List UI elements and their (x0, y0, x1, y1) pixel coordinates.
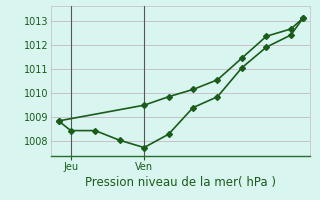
X-axis label: Pression niveau de la mer( hPa ): Pression niveau de la mer( hPa ) (85, 176, 276, 189)
